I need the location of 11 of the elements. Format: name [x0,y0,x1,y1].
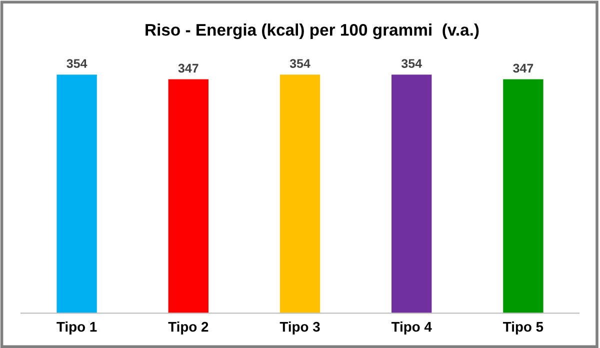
data-label: 354 [66,59,88,68]
x-tick-label: Tipo 4 [391,322,432,334]
x-tick-label: Tipo 2 [168,322,208,334]
chart-title: Riso - Energia (kcal) per 100 grammi (v.a.) [146,24,479,40]
data-label: 347 [513,64,534,73]
x-tick-label: Tipo 1 [56,322,97,334]
x-tick-label: Tipo 3 [280,322,320,334]
data-label: 354 [290,59,310,68]
data-label: 354 [401,59,422,68]
data-label: 347 [178,64,198,73]
x-tick-label: Tipo 5 [503,322,544,334]
